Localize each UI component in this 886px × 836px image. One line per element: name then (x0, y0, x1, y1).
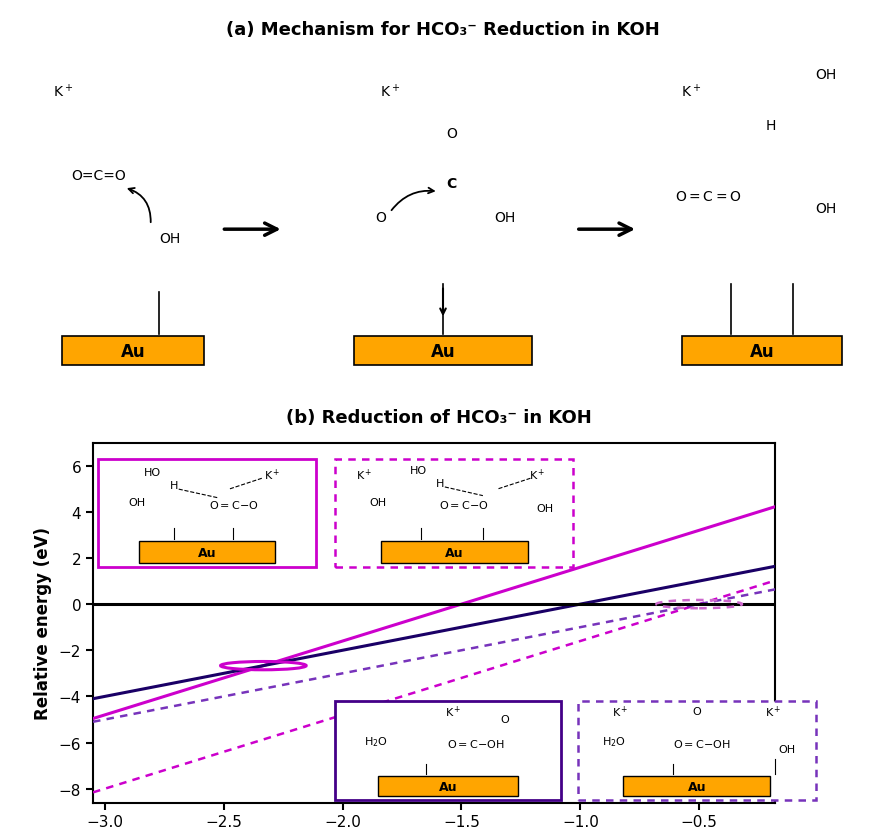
Text: Au: Au (198, 546, 216, 558)
Bar (578, 701, 816, 800)
Bar (139, 542, 275, 563)
Y-axis label: Relative energy (eV): Relative energy (eV) (34, 527, 51, 719)
Text: Au: Au (688, 780, 706, 793)
Text: K$^+$: K$^+$ (612, 703, 629, 719)
Text: (b) Reduction of HCO₃⁻ in KOH: (b) Reduction of HCO₃⁻ in KOH (285, 408, 592, 426)
Text: OH: OH (494, 211, 516, 224)
Text: O$=$C$-$OH: O$=$C$-$OH (672, 737, 730, 749)
Text: OH: OH (815, 202, 836, 216)
Text: K$^+$: K$^+$ (356, 466, 372, 482)
Bar (336, 701, 562, 800)
Text: Au: Au (750, 342, 774, 360)
Text: O$=$C$-$O: O$=$C$-$O (439, 499, 489, 511)
Text: K$^+$: K$^+$ (529, 466, 546, 482)
Bar (378, 777, 518, 797)
Text: K$^+$: K$^+$ (445, 703, 462, 719)
Text: O=C=O: O=C=O (71, 169, 126, 182)
Text: O$=$C$=$O: O$=$C$=$O (675, 190, 742, 203)
FancyBboxPatch shape (62, 336, 204, 366)
Text: HO: HO (410, 465, 427, 475)
Text: O: O (376, 211, 386, 224)
Text: O: O (693, 706, 701, 716)
Text: H: H (436, 478, 444, 488)
Text: OH: OH (159, 232, 181, 245)
Text: (a) Mechanism for HCO₃⁻ Reduction in KOH: (a) Mechanism for HCO₃⁻ Reduction in KOH (226, 21, 660, 39)
Text: HO: HO (144, 467, 161, 477)
Text: OH: OH (779, 744, 796, 754)
Bar (623, 777, 771, 797)
Text: Au: Au (445, 546, 463, 558)
Text: O$=$C$-$O: O$=$C$-$O (208, 499, 258, 511)
Text: K$^+$: K$^+$ (53, 84, 74, 100)
Text: H: H (766, 119, 776, 132)
Text: OH: OH (128, 497, 145, 507)
Text: Au: Au (431, 342, 455, 360)
Text: O: O (501, 714, 509, 724)
Text: K$^+$: K$^+$ (765, 703, 781, 719)
Text: K$^+$: K$^+$ (265, 466, 281, 482)
FancyBboxPatch shape (682, 336, 842, 366)
Text: K$^+$: K$^+$ (380, 84, 400, 100)
Text: C: C (447, 177, 457, 191)
Bar (381, 542, 528, 563)
Text: H: H (170, 480, 178, 490)
Text: O$=$C$-$OH: O$=$C$-$OH (447, 737, 504, 749)
FancyBboxPatch shape (354, 336, 532, 366)
Bar (336, 459, 573, 568)
Text: OH: OH (536, 503, 553, 513)
Text: O: O (447, 127, 457, 140)
Text: OH: OH (369, 497, 387, 507)
Text: H$_2$O: H$_2$O (364, 734, 388, 747)
Text: OH: OH (815, 69, 836, 82)
Text: H$_2$O: H$_2$O (602, 734, 626, 747)
Text: Au: Au (120, 342, 145, 360)
Text: K$^+$: K$^+$ (681, 84, 701, 100)
Text: Au: Au (439, 780, 458, 793)
Bar (97, 459, 316, 568)
